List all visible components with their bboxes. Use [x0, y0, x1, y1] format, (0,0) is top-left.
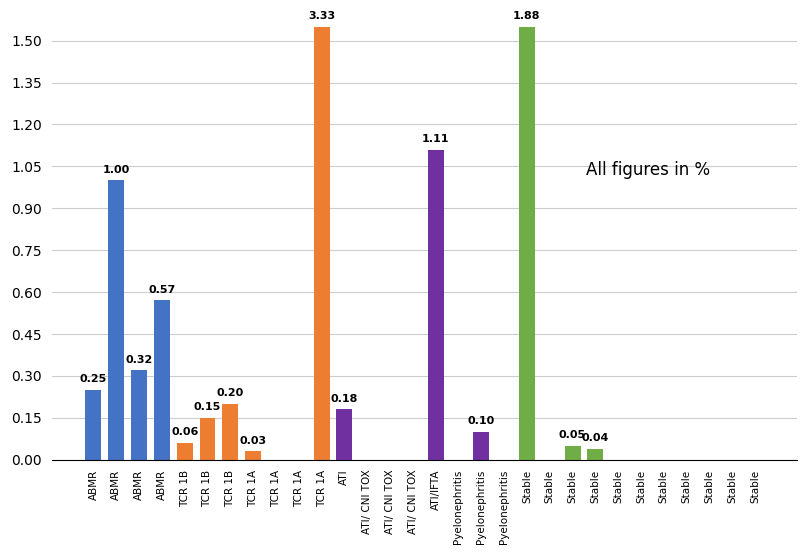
Text: 0.10: 0.10 [468, 416, 494, 426]
Text: 0.32: 0.32 [125, 355, 153, 365]
Bar [108, 180, 124, 460]
Text: 0.57: 0.57 [148, 285, 175, 295]
Text: 0.25: 0.25 [80, 374, 107, 384]
Bar [314, 27, 330, 460]
Bar [222, 404, 238, 460]
Bar [245, 451, 261, 460]
Bar [200, 418, 216, 460]
Text: 0.04: 0.04 [582, 433, 609, 443]
Bar [565, 446, 580, 460]
Text: 3.33: 3.33 [308, 11, 335, 21]
Text: 1.88: 1.88 [513, 11, 541, 21]
Bar [473, 432, 490, 460]
Text: 0.06: 0.06 [171, 427, 199, 437]
Bar [86, 390, 102, 460]
Text: 0.03: 0.03 [240, 436, 267, 446]
Text: 0.05: 0.05 [559, 430, 586, 440]
Text: 0.20: 0.20 [217, 388, 244, 398]
Text: 1.11: 1.11 [422, 134, 449, 144]
Text: 1.00: 1.00 [103, 165, 130, 175]
Bar [131, 370, 147, 460]
Bar [336, 410, 352, 460]
Bar [154, 300, 170, 460]
Bar [519, 27, 535, 460]
Text: 0.18: 0.18 [330, 394, 358, 404]
Text: 0.15: 0.15 [194, 402, 221, 412]
Text: All figures in %: All figures in % [586, 160, 710, 179]
Bar [177, 443, 192, 460]
Bar [587, 448, 604, 460]
Bar [427, 150, 444, 460]
